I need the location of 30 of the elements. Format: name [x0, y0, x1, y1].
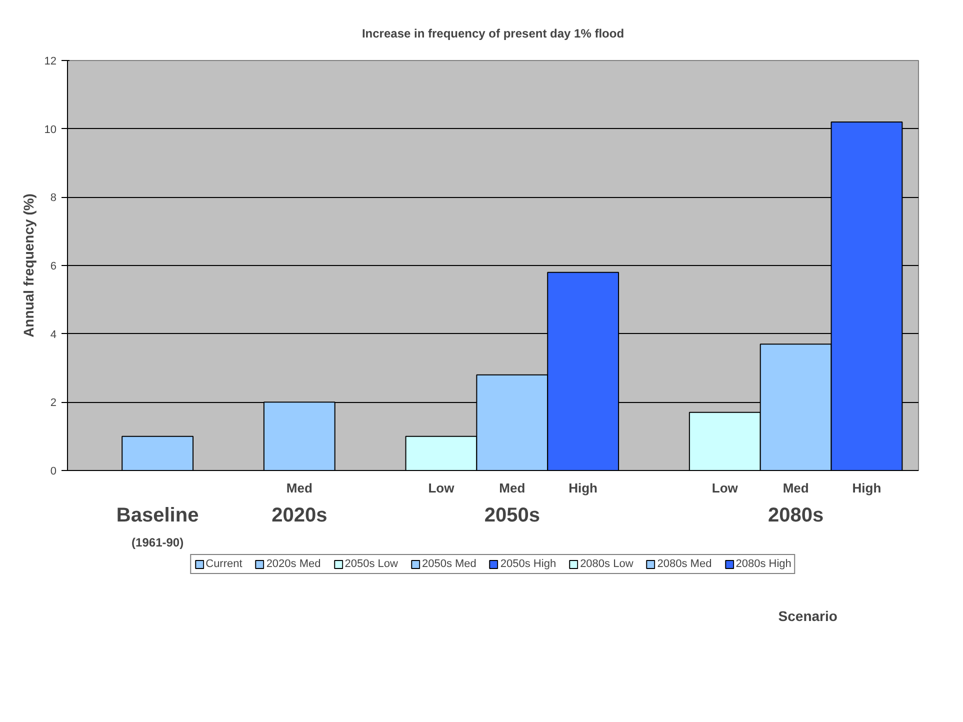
- y-tick-label: 12: [44, 56, 57, 68]
- y-tick-label: 4: [50, 328, 57, 341]
- y-tick-label: 2: [50, 397, 57, 410]
- x-tick-label: Low: [712, 480, 739, 496]
- y-tick-label: 8: [50, 192, 57, 204]
- x-tick-label: Low: [428, 480, 456, 496]
- chart-title: Increase in frequency of present day 1% flood: [362, 26, 624, 40]
- legend-label: 2050s Low: [344, 558, 398, 570]
- y-tick-label: 6: [50, 260, 57, 272]
- legend-label: 2050s High: [500, 558, 556, 570]
- y-tick-label: 0: [50, 466, 57, 478]
- text: 2020s: [272, 504, 328, 526]
- legend-label: 2080s Med: [657, 558, 712, 570]
- x-tick-label: Med: [499, 480, 526, 496]
- text: Baseline: [116, 504, 199, 526]
- x-tick-label: Med: [782, 480, 809, 496]
- x-tick-label: High: [852, 480, 882, 496]
- x-tick-label: Med: [286, 480, 312, 496]
- legend-label: 2080s High: [736, 558, 792, 570]
- text: Scenario: [778, 608, 838, 624]
- legend-label: 2080s Low: [580, 558, 634, 570]
- y-tick-label: 10: [44, 124, 57, 136]
- text: 2080s: [768, 504, 824, 526]
- legend-label: 2050s Med: [422, 558, 476, 570]
- x-tick-label: High: [568, 480, 598, 496]
- y-axis-title: Annual frequency (%): [20, 194, 36, 338]
- legend-label: Current: [206, 558, 242, 570]
- text: (1961-90): [132, 536, 184, 550]
- text: 2050s: [484, 504, 540, 526]
- legend-label: 2020s Med: [266, 558, 321, 570]
